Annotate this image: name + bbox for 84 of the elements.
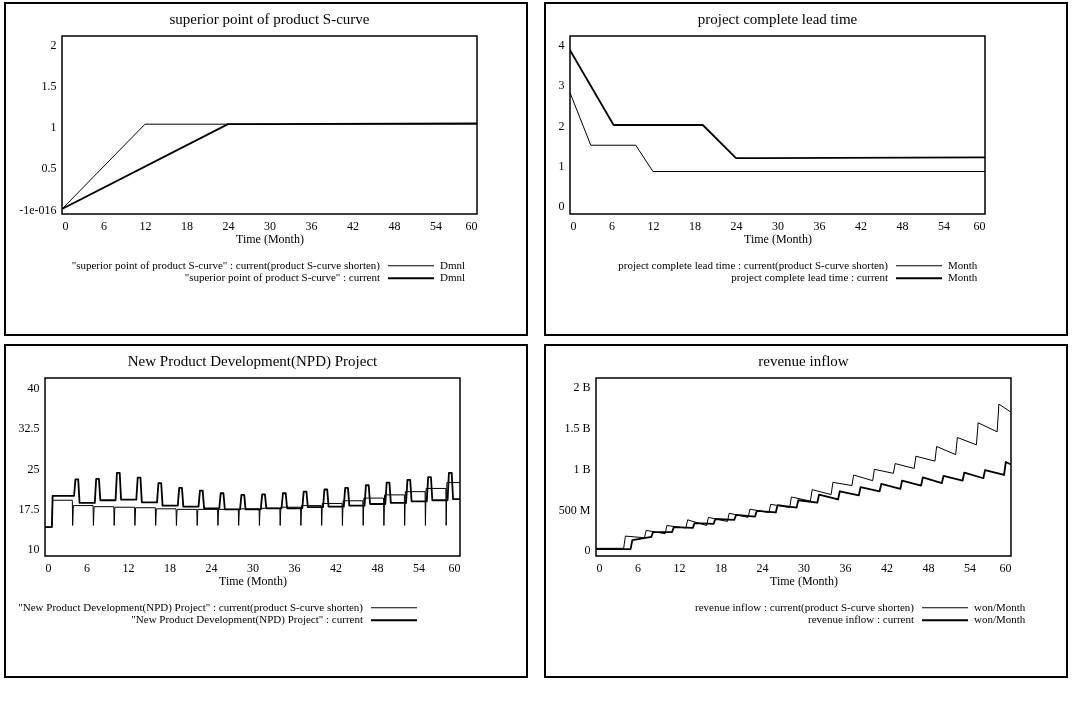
x-tick-label: 30 [247, 560, 259, 575]
x-tick-label: 60 [999, 560, 1012, 575]
y-tick-label: 2 B [573, 380, 591, 395]
text: won/Month [974, 613, 1026, 626]
y-tick-label: 500 M [558, 502, 591, 517]
x-tick-label: 48 [371, 560, 384, 575]
x-tick-label: 42 [347, 218, 359, 233]
x-tick-label: 30 [798, 560, 810, 575]
x-tick-label: 48 [388, 218, 401, 233]
y-tick-label: -1e-016 [19, 202, 57, 217]
x-tick-label: 12 [647, 218, 660, 233]
y-tick-label: 0 [584, 543, 591, 558]
legend-label: revenue inflow : current(product S-curve shorten) [694, 600, 915, 614]
text: Dmnl [440, 258, 466, 271]
x-tick-label: 0 [62, 218, 69, 233]
chart-title: New Product Development(NPD) Project [127, 353, 379, 371]
y-tick-label: 3 [558, 78, 565, 93]
x-tick-label: 6 [609, 218, 615, 233]
x-tick-label: 12 [122, 560, 135, 575]
x-axis-title: Time (Month) [236, 231, 304, 246]
x-tick-label: 18 [689, 218, 701, 233]
y-tick-label: 1.5 B [564, 421, 591, 436]
x-tick-label: 24 [205, 560, 218, 575]
x-tick-label: 36 [813, 218, 826, 233]
x-tick-label: 0 [596, 560, 603, 575]
x-tick-label: 36 [305, 218, 318, 233]
y-tick-label: 1 [50, 120, 57, 135]
y-tick-label: 4 [558, 37, 565, 52]
text: Month [948, 271, 978, 284]
x-tick-label: 12 [673, 560, 686, 575]
x-tick-label: 60 [448, 560, 461, 575]
x-tick-label: 48 [896, 218, 909, 233]
legend-label: "superior point of product S-curve" : current(product S-curve shorten) [71, 258, 381, 272]
chart-title: project complete lead time [697, 11, 858, 28]
chart-title: superior point of product S-curve [169, 11, 370, 28]
x-tick-label: 18 [164, 560, 176, 575]
legend-label: project complete lead time : current [731, 271, 888, 284]
y-tick-label: 2 [50, 37, 57, 52]
x-tick-label: 12 [139, 218, 152, 233]
x-axis-title: Time (Month) [770, 573, 838, 588]
x-tick-label: 42 [881, 560, 893, 575]
x-axis-title: Time (Month) [744, 231, 812, 246]
x-tick-label: 60 [973, 218, 986, 233]
x-tick-label: 18 [715, 560, 727, 575]
text: Dmnl [440, 271, 466, 284]
x-tick-label: 24 [222, 218, 235, 233]
x-tick-label: 54 [413, 560, 425, 575]
y-tick-label: 0.5 [41, 161, 57, 176]
x-tick-label: 30 [772, 218, 784, 233]
y-tick-label: 40 [27, 381, 40, 396]
x-tick-label: 42 [330, 560, 342, 575]
y-tick-label: 2 [558, 118, 565, 133]
x-tick-label: 54 [964, 560, 976, 575]
y-tick-label: 0 [558, 199, 565, 214]
x-tick-label: 6 [84, 560, 90, 575]
x-tick-label: 30 [264, 218, 276, 233]
y-tick-label: 10 [27, 541, 40, 556]
y-tick-label: 1 B [573, 461, 591, 476]
y-tick-label: 32.5 [18, 421, 40, 436]
legend-label: "New Product Development(NPD) Project" : current [131, 613, 363, 627]
text: won/Month [974, 600, 1026, 613]
x-tick-label: 24 [756, 560, 769, 575]
text: Month [948, 258, 978, 271]
legend-label: revenue inflow : current [808, 613, 914, 626]
x-tick-label: 36 [288, 560, 301, 575]
legend-label: "New Product Development(NPD) Project" : current(product S-curve shorten) [18, 600, 364, 614]
x-tick-label: 24 [730, 218, 743, 233]
y-tick-label: 17.5 [18, 501, 40, 516]
x-tick-label: 54 [938, 218, 950, 233]
x-tick-label: 54 [430, 218, 442, 233]
y-tick-label: 25 [27, 461, 40, 476]
chart-title: revenue inflow [758, 353, 849, 370]
x-tick-label: 6 [635, 560, 641, 575]
x-tick-label: 18 [181, 218, 193, 233]
x-tick-label: 48 [922, 560, 935, 575]
x-tick-label: 36 [839, 560, 852, 575]
y-tick-label: 1 [558, 158, 565, 173]
x-tick-label: 42 [855, 218, 867, 233]
y-tick-label: 1.5 [41, 78, 57, 93]
x-tick-label: 6 [101, 218, 107, 233]
x-tick-label: 60 [465, 218, 478, 233]
x-axis-title: Time (Month) [219, 573, 287, 588]
legend-label: "superior point of product S-curve" : current [184, 271, 380, 284]
legend-label: project complete lead time : current(product S-curve shorten) [618, 258, 889, 272]
